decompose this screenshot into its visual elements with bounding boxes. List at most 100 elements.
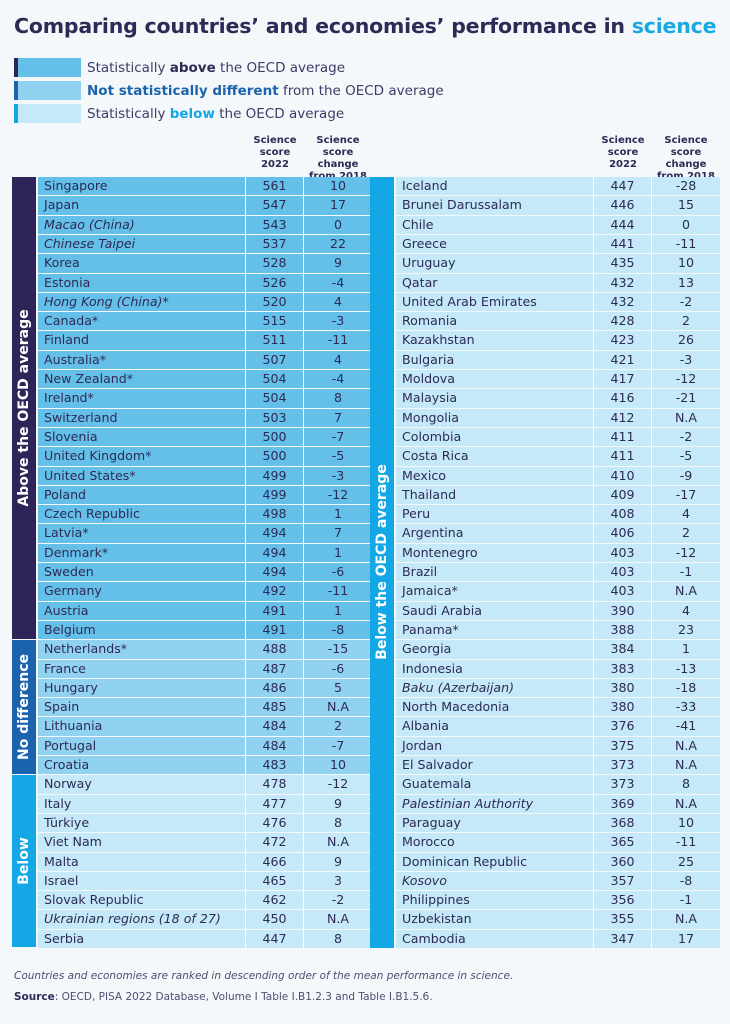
science-score: 369: [594, 794, 652, 813]
table-row: United States* 499 -3: [38, 466, 372, 485]
score-change: N.A: [652, 910, 720, 929]
score-change: -8: [304, 620, 372, 640]
country-name: Germany: [38, 582, 246, 601]
country-name: Mexico: [396, 466, 594, 485]
score-change: 7: [304, 524, 372, 543]
score-change: 8: [652, 775, 720, 794]
table-row: Kazakhstan 423 26: [396, 331, 720, 350]
table-row: Palestinian Authority 369 N.A: [396, 794, 720, 813]
score-change: -12: [304, 485, 372, 505]
score-change: N.A: [652, 736, 720, 756]
country-name: Moldova: [396, 370, 594, 389]
science-score: 412: [594, 408, 652, 427]
legend-label-bold: Not statistically different: [87, 82, 279, 99]
science-score: 483: [246, 756, 304, 775]
score-change: -11: [652, 833, 720, 852]
score-change: 1: [304, 601, 372, 620]
country-name: Ukrainian regions (18 of 27): [38, 910, 246, 929]
table-row: Viet Nam 472 N.A: [38, 833, 372, 852]
table-row: Latvia* 494 7: [38, 524, 372, 543]
science-score: 500: [246, 447, 304, 466]
group-no-difference-label: No difference: [16, 653, 32, 760]
table-row: Switzerland 503 7: [38, 408, 372, 427]
science-score: 478: [246, 775, 304, 794]
score-change: 3: [304, 871, 372, 891]
score-change: -3: [304, 466, 372, 485]
science-score: 462: [246, 891, 304, 910]
country-name: Austria: [38, 601, 246, 620]
score-change: -7: [304, 427, 372, 447]
score-change: 2: [304, 717, 372, 736]
score-change: 25: [652, 852, 720, 871]
score-change: -12: [652, 370, 720, 389]
science-score: 494: [246, 524, 304, 543]
country-name: Indonesia: [396, 659, 594, 678]
legend-item: Statistically below the OECD average: [14, 102, 444, 125]
country-name: Singapore: [38, 177, 246, 196]
score-change: 0: [304, 215, 372, 234]
science-score: 383: [594, 659, 652, 678]
table-row: Japan 547 17: [38, 196, 372, 215]
table-row: Chinese Taipei 537 22: [38, 234, 372, 254]
table-row: Argentina 406 2: [396, 524, 720, 543]
legend-swatch: [14, 58, 81, 77]
table-row: Georgia 384 1: [396, 640, 720, 659]
left-score-header: Science score 2022: [253, 135, 297, 170]
table-row: Mongolia 412 N.A: [396, 408, 720, 427]
science-score: 486: [246, 678, 304, 698]
title-accent: science: [631, 14, 717, 38]
score-change: 10: [304, 177, 372, 196]
table-row: Malaysia 416 -21: [396, 389, 720, 408]
score-change: N.A: [304, 910, 372, 929]
science-score: 360: [594, 852, 652, 871]
science-score: 526: [246, 273, 304, 292]
table-row: Saudi Arabia 390 4: [396, 601, 720, 620]
country-name: Albania: [396, 717, 594, 736]
table-row: Germany 492 -11: [38, 582, 372, 601]
country-name: Romania: [396, 312, 594, 331]
science-score: 428: [594, 312, 652, 331]
science-score: 410: [594, 466, 652, 485]
country-name: Lithuania: [38, 717, 246, 736]
table-row: Malta 466 9: [38, 852, 372, 871]
science-score: 435: [594, 254, 652, 273]
legend-swatch: [14, 104, 81, 123]
country-name: Dominican Republic: [396, 852, 594, 871]
table-row: Uruguay 435 10: [396, 254, 720, 273]
table-row: Belgium 491 -8: [38, 620, 372, 640]
score-change: -6: [304, 563, 372, 582]
science-score: 373: [594, 756, 652, 775]
table-row: Baku (Azerbaijan) 380 -18: [396, 678, 720, 698]
table-row: New Zealand* 504 -4: [38, 370, 372, 389]
score-change: 7: [304, 408, 372, 427]
score-change: 5: [304, 678, 372, 698]
science-score: 477: [246, 794, 304, 813]
science-score: 500: [246, 427, 304, 447]
source-label: Source: [14, 991, 55, 1003]
country-name: Slovenia: [38, 427, 246, 447]
table-row: Serbia 447 8: [38, 929, 372, 949]
table-row: Slovenia 500 -7: [38, 427, 372, 447]
country-name: Mongolia: [396, 408, 594, 427]
table-row: Macao (China) 543 0: [38, 215, 372, 234]
table-row: Hungary 486 5: [38, 678, 372, 698]
country-name: United Arab Emirates: [396, 292, 594, 312]
science-score: 537: [246, 234, 304, 254]
country-name: Saudi Arabia: [396, 601, 594, 620]
score-change: 4: [652, 505, 720, 524]
score-change: N.A: [652, 794, 720, 813]
table-row: United Arab Emirates 432 -2: [396, 292, 720, 312]
country-name: Portugal: [38, 736, 246, 756]
science-score: 444: [594, 215, 652, 234]
science-score: 347: [594, 929, 652, 949]
score-change: -21: [652, 389, 720, 408]
country-name: Czech Republic: [38, 505, 246, 524]
country-name: Belgium: [38, 620, 246, 640]
science-score: 441: [594, 234, 652, 254]
country-name: Baku (Azerbaijan): [396, 678, 594, 698]
science-score: 487: [246, 659, 304, 678]
science-score: 368: [594, 813, 652, 833]
country-name: Macao (China): [38, 215, 246, 234]
score-change: -3: [304, 312, 372, 331]
science-score: 492: [246, 582, 304, 601]
